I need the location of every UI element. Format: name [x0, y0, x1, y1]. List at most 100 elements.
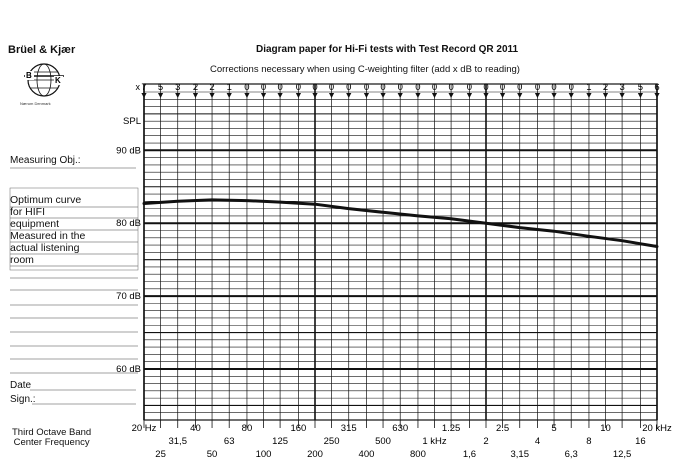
chart-subtitle: Corrections necessary when using C-weigh… — [210, 64, 520, 75]
globe-logo-icon: B K — [24, 63, 64, 97]
correction-value: 3 — [619, 82, 624, 93]
correction-value: 2 — [209, 82, 214, 93]
correction-marker — [397, 93, 403, 98]
correction-value: 0 — [346, 82, 351, 93]
x-tick-label: 2 — [483, 436, 488, 447]
correction-value: 0 — [569, 82, 574, 93]
x-tick-label: 20 Hz — [132, 423, 157, 434]
correction-marker — [312, 93, 318, 98]
note-line: room — [10, 254, 34, 266]
frequency-axis-title: Third Octave Band Center Frequency — [12, 428, 91, 448]
correction-value: 0 — [535, 82, 540, 93]
correction-marker — [175, 93, 181, 98]
note-line: Measured in the — [10, 230, 86, 242]
x-tick-label: 1 kHz — [422, 436, 447, 447]
correction-value: 0 — [364, 82, 369, 93]
x-tick-label: 31,5 — [168, 436, 187, 447]
correction-marker — [192, 93, 199, 98]
correction-marker — [244, 93, 250, 98]
y-tick-label: 80 dB — [116, 218, 141, 229]
date-label: Date — [10, 380, 32, 391]
chart-title: Diagram paper for Hi-Fi tests with Test … — [256, 44, 519, 55]
note-line: equipment — [10, 218, 60, 230]
x-tick-label: 1,6 — [463, 449, 476, 460]
x-tick-label: 500 — [375, 436, 391, 447]
x-tick-label: 400 — [359, 449, 375, 460]
correction-value: 0 — [500, 82, 505, 93]
correction-marker — [466, 93, 473, 98]
optimum-curve-note: Optimum curve for HIFI equipment Measure… — [10, 194, 85, 266]
correction-marker — [346, 93, 352, 98]
correction-marker — [602, 93, 609, 98]
correction-marker — [637, 93, 644, 98]
note-line: actual listening — [10, 242, 80, 254]
x-tick-label: 80 — [242, 423, 253, 434]
x-tick-label: 250 — [324, 436, 340, 447]
correction-marker — [157, 93, 164, 98]
correction-value: 2 — [603, 82, 608, 93]
x-tick-label: 125 — [272, 436, 288, 447]
correction-marker — [619, 93, 625, 98]
measuring-object-label: Measuring Obj.: — [10, 155, 81, 166]
correction-marker — [448, 93, 454, 98]
x-tick-label: 160 — [290, 423, 306, 434]
x-tick-label: 3,15 — [510, 449, 529, 460]
correction-marker — [415, 93, 421, 98]
correction-marker — [586, 93, 592, 98]
correction-marker — [534, 93, 541, 98]
correction-marker — [209, 93, 215, 98]
correction-value: 3 — [175, 82, 180, 93]
correction-value: 0 — [432, 82, 437, 93]
x-tick-label: 4 — [535, 436, 540, 447]
correction-value: 0 — [467, 82, 472, 93]
note-line: for HIFI — [10, 206, 46, 218]
correction-marker — [141, 93, 147, 98]
correction-marker — [431, 93, 438, 98]
correction-value: 0 — [329, 82, 334, 93]
correction-marker — [568, 93, 574, 98]
x-tick-label: 25 — [155, 449, 166, 460]
svg-text:B: B — [26, 71, 32, 80]
correction-value: 0 — [483, 82, 488, 93]
x-tick-label: 40 — [190, 423, 201, 434]
correction-value: 0 — [244, 82, 249, 93]
y-tick-label: 70 dB — [116, 291, 141, 302]
correction-value: 0 — [517, 82, 522, 93]
correction-marker — [654, 93, 660, 98]
correction-value: 0 — [312, 82, 317, 93]
correction-value: 1 — [227, 82, 232, 93]
correction-value: 0 — [277, 82, 282, 93]
x-tick-label: 6,3 — [565, 449, 578, 460]
x-tick-label: 16 — [635, 436, 646, 447]
correction-marker — [226, 93, 232, 98]
x-tick-label: 12,5 — [613, 449, 632, 460]
x-tick-label: 200 — [307, 449, 323, 460]
x-tick-label: 50 — [207, 449, 218, 460]
x-tick-label: 10 — [600, 423, 611, 434]
x-tick-label: 8 — [586, 436, 591, 447]
correction-value: 6 — [654, 82, 659, 93]
correction-value: 5 — [638, 82, 643, 93]
correction-marker — [363, 93, 370, 98]
axis-title-line: Third Octave Band — [12, 427, 92, 438]
sign-label: Sign.: — [10, 394, 36, 405]
correction-marker — [260, 93, 267, 98]
correction-value: 0 — [380, 82, 385, 93]
x-tick-label: 315 — [341, 423, 357, 434]
correction-value: 0 — [261, 82, 266, 93]
y-axis-label: SPL — [123, 116, 141, 127]
svg-text:K: K — [55, 76, 61, 85]
correction-marker — [328, 93, 335, 98]
x-tick-label: 2.5 — [496, 423, 509, 434]
correction-value: 5 — [158, 82, 163, 93]
brand-name: Brüel & Kjær — [8, 44, 76, 56]
response-curve-line — [142, 198, 659, 248]
x-tick-label: 630 — [392, 423, 408, 434]
correction-marker — [277, 93, 283, 98]
correction-value: 0 — [415, 82, 420, 93]
x-tick-label: 1.25 — [442, 423, 461, 434]
x-tick-label: 800 — [410, 449, 426, 460]
y-tick-label: 90 dB — [116, 145, 141, 156]
correction-marker — [380, 93, 386, 98]
correction-marker — [517, 93, 523, 98]
